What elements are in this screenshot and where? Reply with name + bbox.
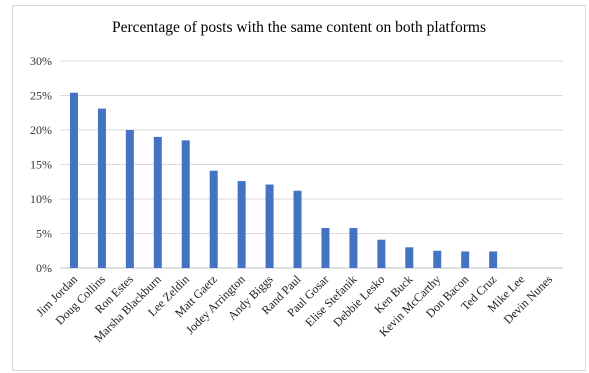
y-tick-label: 15%: [30, 158, 52, 172]
bar: [181, 140, 190, 268]
bar: [125, 130, 134, 268]
bar: [69, 92, 78, 269]
bar: [349, 227, 358, 268]
bar: [265, 184, 274, 268]
y-tick-label: 5%: [36, 227, 52, 241]
y-tick-label: 25%: [30, 89, 52, 103]
bar: [293, 190, 302, 268]
y-tick-label: 0%: [36, 261, 52, 275]
chart-frame: Percentage of posts with the same conten…: [12, 5, 586, 371]
bar: [461, 251, 470, 268]
y-tick-label: 30%: [30, 54, 52, 68]
bar: [321, 227, 330, 268]
bar: [209, 170, 218, 268]
bar: [405, 247, 414, 268]
bar: [237, 181, 246, 268]
bar: [489, 251, 498, 268]
bars: [69, 92, 498, 269]
gridlines: [60, 60, 563, 269]
bar: [153, 136, 162, 268]
y-axis-tick-labels: 0% 5% 10% 15% 20% 25% 30%: [30, 54, 52, 275]
bar: [377, 239, 386, 268]
y-tick-label: 10%: [30, 192, 52, 206]
bar: [433, 250, 442, 268]
y-tick-label: 20%: [30, 123, 52, 137]
bar: [97, 108, 106, 268]
chart-title: Percentage of posts with the same conten…: [111, 19, 487, 36]
